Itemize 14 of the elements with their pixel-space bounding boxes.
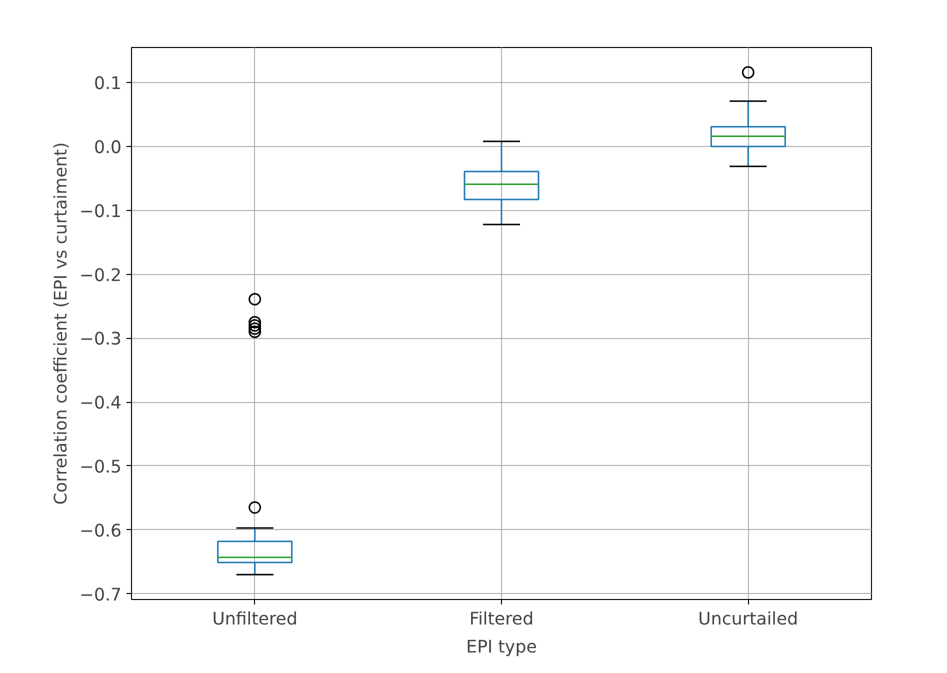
y-tick-label: −0.4 xyxy=(79,394,122,414)
x-axis-title: EPI type xyxy=(466,638,537,658)
x-tick-label: Unfiltered xyxy=(212,610,298,630)
y-tick-label: −0.7 xyxy=(79,585,122,606)
y-tick-label: −0.2 xyxy=(79,266,122,286)
y-axis-title: Correlation coefficient (EPI vs curtaiment) xyxy=(51,142,72,505)
y-tick-label: 0.1 xyxy=(94,74,122,94)
x-tick-label: Filtered xyxy=(469,610,534,630)
y-tick-label: −0.6 xyxy=(79,521,122,542)
y-tick-label: −0.1 xyxy=(79,202,122,222)
y-tick-label: 0.0 xyxy=(94,138,122,158)
x-tick-label: Uncurtailed xyxy=(698,610,798,630)
y-tick-label: −0.3 xyxy=(79,330,122,350)
y-tick-label: −0.5 xyxy=(79,457,122,478)
